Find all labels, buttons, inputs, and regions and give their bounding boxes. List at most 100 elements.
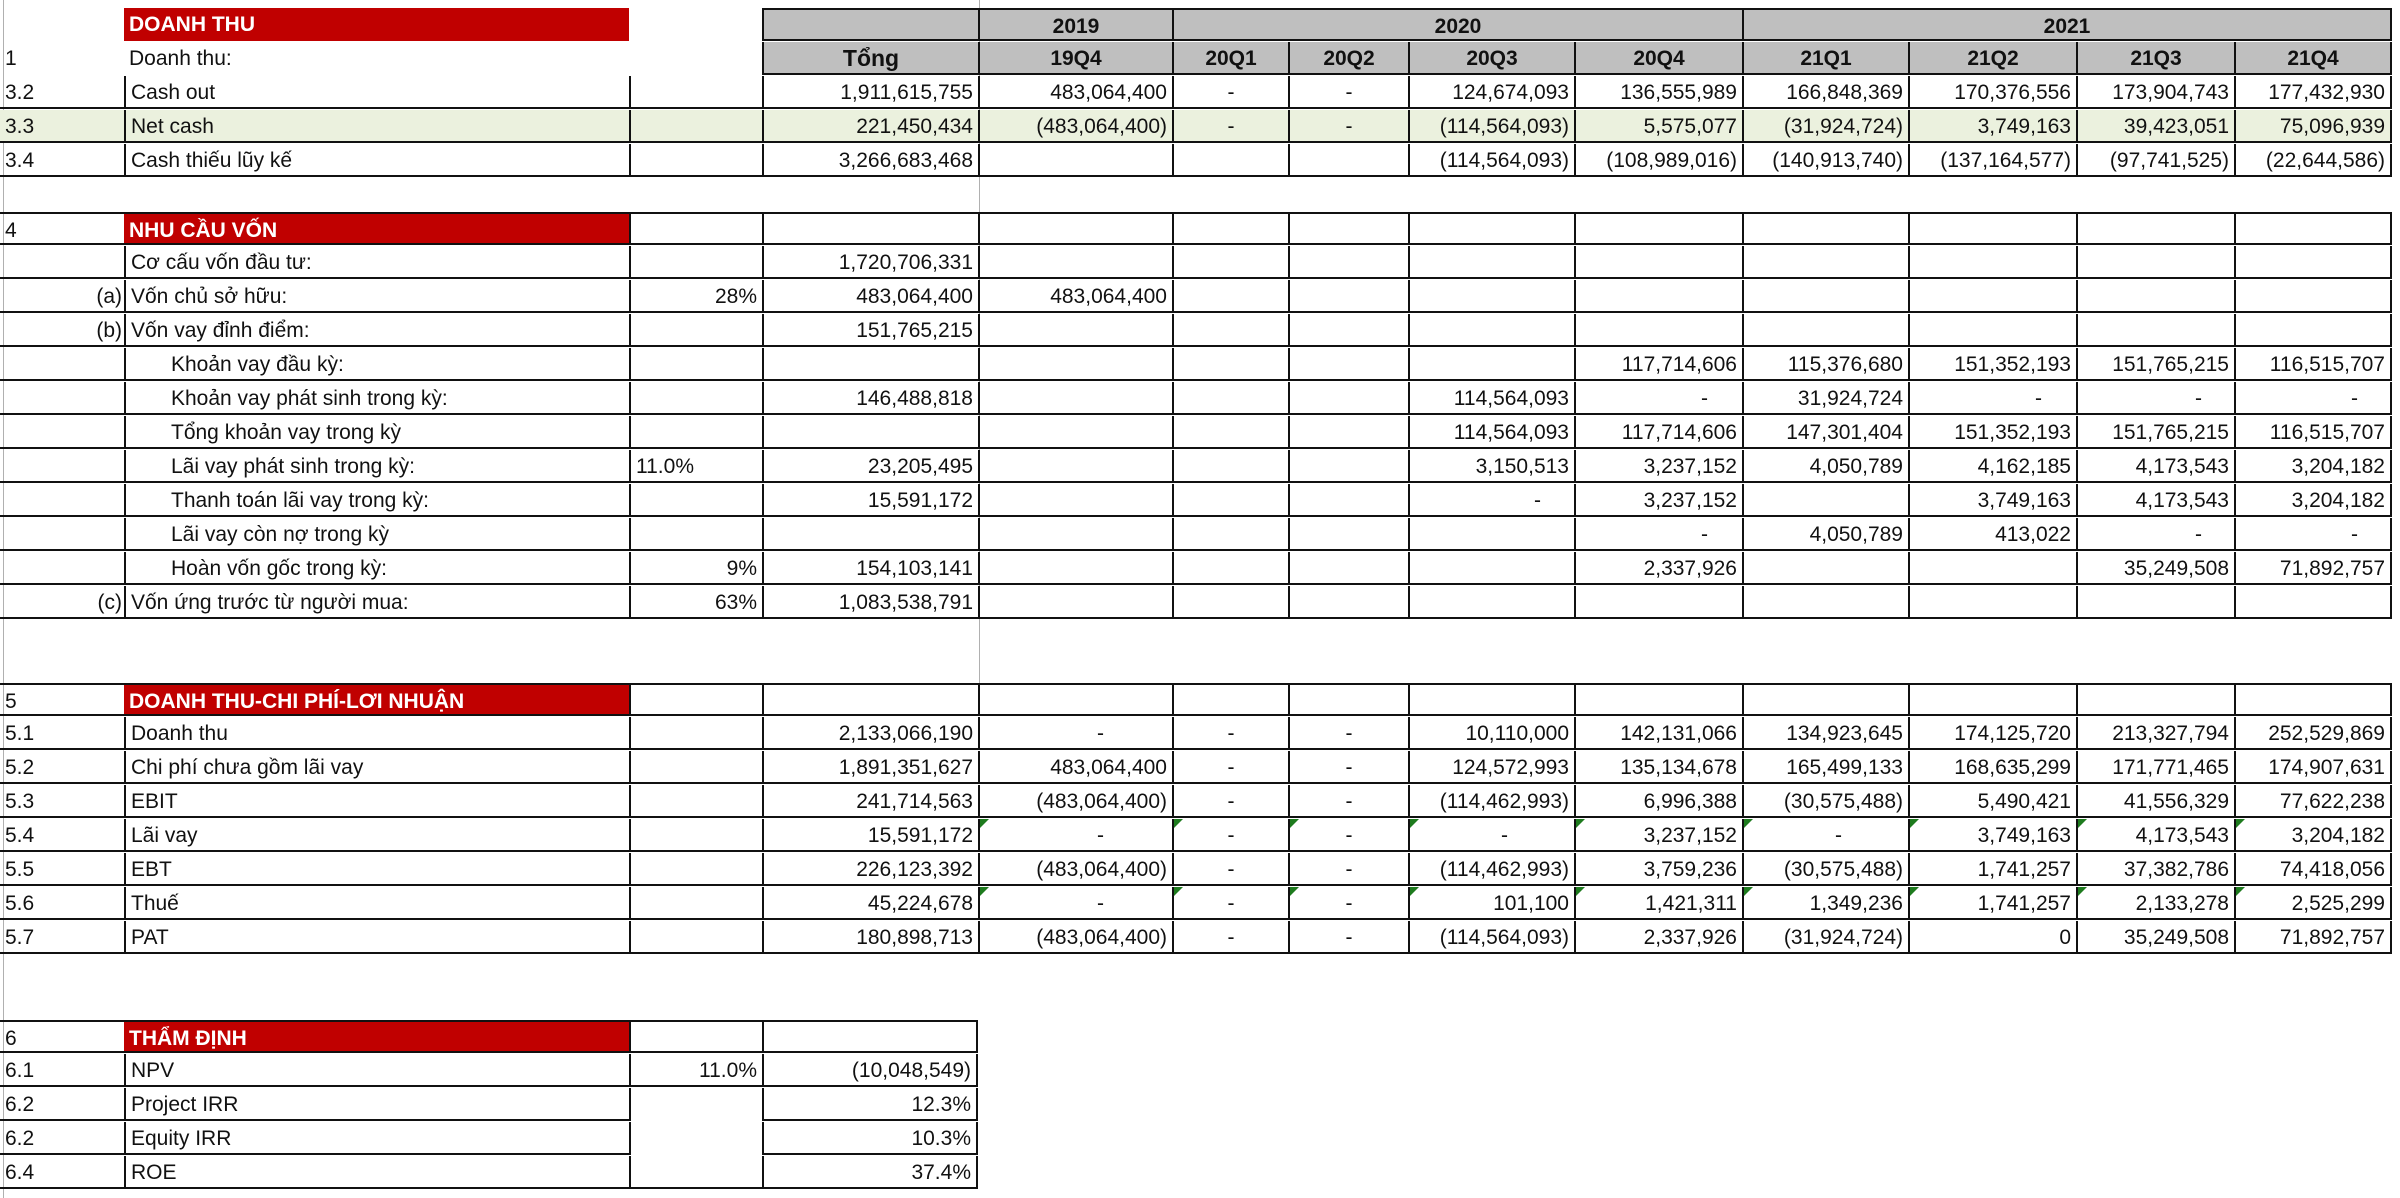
value-cell-21q3[interactable]: 35,249,508 bbox=[2076, 552, 2234, 585]
value-cell-20q2[interactable] bbox=[1288, 518, 1408, 551]
row-label[interactable]: ROE bbox=[124, 1156, 629, 1189]
row-number[interactable]: 6.1 bbox=[0, 1054, 124, 1087]
ratio-cell[interactable]: 28% bbox=[629, 280, 762, 313]
value-cell-20q4[interactable] bbox=[1574, 314, 1742, 347]
value-cell-20q1[interactable] bbox=[1172, 484, 1288, 517]
value-cell-21q3[interactable]: 2,133,278 bbox=[2076, 887, 2234, 920]
value-cell[interactable] bbox=[1908, 683, 2076, 716]
value-cell-21q2[interactable]: 1,741,257 bbox=[1908, 853, 2076, 886]
value-cell-21q2[interactable]: 151,352,193 bbox=[1908, 348, 2076, 381]
value-cell-20q3[interactable]: 124,674,093 bbox=[1408, 76, 1574, 109]
row-prefix[interactable]: (b) bbox=[0, 314, 124, 347]
ratio-cell[interactable]: 63% bbox=[629, 586, 762, 619]
value-cell-20q3[interactable]: 114,564,093 bbox=[1408, 382, 1574, 415]
ratio-cell[interactable] bbox=[629, 484, 762, 517]
value-cell-20q1[interactable] bbox=[1172, 348, 1288, 381]
value-cell-21q3[interactable]: 213,327,794 bbox=[2076, 717, 2234, 750]
value-cell-21q4[interactable]: 174,907,631 bbox=[2234, 751, 2392, 784]
value-cell-20q2[interactable]: - bbox=[1288, 717, 1408, 750]
row-number[interactable]: 1 bbox=[5, 47, 17, 70]
value-cell-20q1[interactable]: - bbox=[1172, 887, 1288, 920]
total-cell[interactable] bbox=[762, 683, 978, 716]
value-cell-20q4[interactable]: 117,714,606 bbox=[1574, 416, 1742, 449]
value-cell-20q1[interactable] bbox=[1172, 314, 1288, 347]
value-cell-21q4[interactable]: (22,644,586) bbox=[2234, 144, 2392, 177]
value-cell-20q1[interactable]: - bbox=[1172, 785, 1288, 818]
value-cell-21q3[interactable]: 171,771,465 bbox=[2076, 751, 2234, 784]
total-cell[interactable] bbox=[762, 212, 978, 245]
row-label[interactable]: Lãi vay còn nợ trong kỳ bbox=[124, 518, 629, 551]
value-cell-19q4[interactable] bbox=[978, 348, 1172, 381]
value-cell-20q4[interactable]: 5,575,077 bbox=[1574, 110, 1742, 143]
value-cell-20q3[interactable] bbox=[1408, 246, 1574, 279]
ratio-cell[interactable] bbox=[629, 212, 762, 245]
total-cell[interactable]: 1,911,615,755 bbox=[762, 76, 978, 109]
value-cell-20q4[interactable]: - bbox=[1574, 518, 1742, 551]
value-cell-21q1[interactable]: (31,924,724) bbox=[1742, 921, 1908, 954]
value-cell[interactable] bbox=[2076, 212, 2234, 245]
value-cell-21q4[interactable]: 252,529,869 bbox=[2234, 717, 2392, 750]
row-number[interactable]: 5.2 bbox=[0, 751, 124, 784]
row-prefix[interactable] bbox=[0, 246, 124, 279]
value-cell-20q3[interactable]: 124,572,993 bbox=[1408, 751, 1574, 784]
row-prefix[interactable] bbox=[0, 484, 124, 517]
total-cell[interactable]: 180,898,713 bbox=[762, 921, 978, 954]
value-cell-20q4[interactable]: - bbox=[1574, 382, 1742, 415]
value-cell-20q3[interactable] bbox=[1408, 552, 1574, 585]
ratio-cell[interactable] bbox=[629, 518, 762, 551]
value-cell-21q3[interactable]: 151,765,215 bbox=[2076, 348, 2234, 381]
row-number[interactable]: 5.5 bbox=[0, 853, 124, 886]
value-cell-19q4[interactable]: 483,064,400 bbox=[978, 280, 1172, 313]
total-cell[interactable]: 1,083,538,791 bbox=[762, 586, 978, 619]
value-cell-20q3[interactable]: 101,100 bbox=[1408, 887, 1574, 920]
value-cell-19q4[interactable] bbox=[978, 382, 1172, 415]
value-cell-20q1[interactable]: - bbox=[1172, 110, 1288, 143]
value-cell-20q1[interactable] bbox=[1172, 280, 1288, 313]
ratio-cell[interactable] bbox=[629, 348, 762, 381]
row-prefix[interactable] bbox=[0, 518, 124, 551]
value-cell-21q1[interactable]: (31,924,724) bbox=[1742, 110, 1908, 143]
value-cell-20q2[interactable] bbox=[1288, 144, 1408, 177]
quarter-header-21q1[interactable]: 21Q1 bbox=[1742, 42, 1908, 75]
section-number[interactable]: 6 bbox=[0, 1020, 124, 1053]
row-label[interactable]: Thuế bbox=[124, 887, 629, 920]
value-cell[interactable] bbox=[1408, 683, 1574, 716]
value-cell-21q2[interactable]: 0 bbox=[1908, 921, 2076, 954]
value-cell-20q3[interactable] bbox=[1408, 518, 1574, 551]
value-cell-20q1[interactable]: - bbox=[1172, 76, 1288, 109]
value-cell-19q4[interactable]: - bbox=[978, 819, 1172, 852]
total-cell[interactable]: 3,266,683,468 bbox=[762, 144, 978, 177]
value-cell-20q4[interactable]: 3,237,152 bbox=[1574, 819, 1742, 852]
value-cell[interactable] bbox=[1574, 212, 1742, 245]
value-cell-20q3[interactable]: 114,564,093 bbox=[1408, 416, 1574, 449]
value-cell-20q2[interactable] bbox=[1288, 586, 1408, 619]
total-cell[interactable]: 1,720,706,331 bbox=[762, 246, 978, 279]
value-cell-20q2[interactable]: - bbox=[1288, 887, 1408, 920]
value-cell-21q3[interactable]: 39,423,051 bbox=[2076, 110, 2234, 143]
value-cell-20q2[interactable] bbox=[1288, 416, 1408, 449]
ratio-cell[interactable] bbox=[629, 314, 762, 347]
value-cell-20q3[interactable] bbox=[1408, 586, 1574, 619]
value-cell-20q4[interactable]: 1,421,311 bbox=[1574, 887, 1742, 920]
total-cell[interactable]: 221,450,434 bbox=[762, 110, 978, 143]
value-cell-20q3[interactable]: (114,462,993) bbox=[1408, 785, 1574, 818]
value-cell-21q4[interactable] bbox=[2234, 246, 2392, 279]
row-label[interactable]: EBIT bbox=[124, 785, 629, 818]
ratio-cell[interactable]: 11.0% bbox=[629, 1054, 762, 1087]
section-number[interactable]: 4 bbox=[0, 212, 124, 245]
row-label[interactable]: Thanh toán lãi vay trong kỳ: bbox=[124, 484, 629, 517]
row-number[interactable]: 3.2 bbox=[0, 76, 124, 109]
ratio-cell[interactable] bbox=[629, 785, 762, 818]
value-cell[interactable] bbox=[978, 683, 1172, 716]
value-cell-20q3[interactable]: - bbox=[1408, 819, 1574, 852]
value-cell-21q2[interactable]: 3,749,163 bbox=[1908, 484, 2076, 517]
value-cell-21q3[interactable]: 4,173,543 bbox=[2076, 819, 2234, 852]
section-number[interactable]: 5 bbox=[0, 683, 124, 716]
ratio-cell[interactable] bbox=[629, 110, 762, 143]
value-cell-19q4[interactable]: (483,064,400) bbox=[978, 853, 1172, 886]
value-cell-21q3[interactable]: 4,173,543 bbox=[2076, 450, 2234, 483]
value-cell-20q2[interactable]: - bbox=[1288, 921, 1408, 954]
value-cell-21q3[interactable]: - bbox=[2076, 518, 2234, 551]
value-cell-21q1[interactable] bbox=[1742, 280, 1908, 313]
value-cell-21q2[interactable]: 1,741,257 bbox=[1908, 887, 2076, 920]
